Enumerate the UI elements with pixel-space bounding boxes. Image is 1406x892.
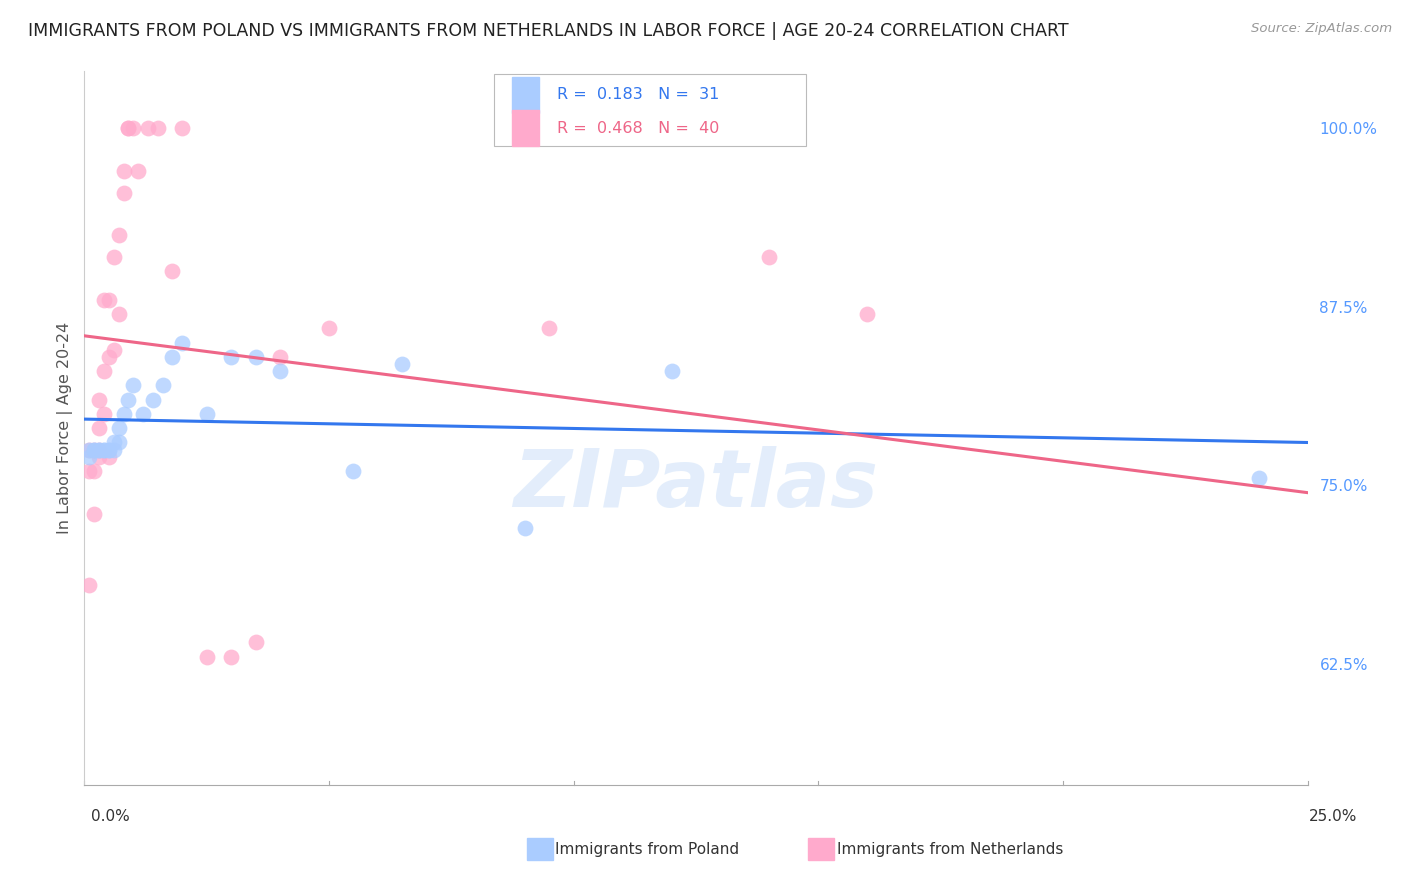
Bar: [513, 111, 540, 146]
Point: [1247, 471, 1270, 485]
Point: [97, 350, 120, 364]
Y-axis label: In Labor Force | Age 20-24: In Labor Force | Age 20-24: [58, 322, 73, 534]
Point: [162, 350, 184, 364]
Point: [269, 364, 291, 378]
Point: [136, 121, 159, 136]
Point: [77, 464, 100, 478]
Point: [83, 442, 105, 457]
Point: [758, 250, 780, 264]
Point: [152, 378, 174, 392]
Point: [661, 364, 683, 378]
Point: [142, 392, 165, 407]
Point: [93, 364, 115, 378]
Text: R =  0.468   N =  40: R = 0.468 N = 40: [557, 120, 718, 136]
Bar: [513, 77, 540, 112]
Point: [219, 649, 242, 664]
Point: [122, 378, 145, 392]
Point: [107, 228, 129, 243]
Point: [146, 121, 169, 136]
Point: [132, 407, 155, 421]
Text: Immigrants from Poland: Immigrants from Poland: [555, 842, 740, 856]
Point: [538, 321, 561, 335]
Text: ZIPatlas: ZIPatlas: [513, 446, 879, 524]
Point: [162, 264, 184, 278]
Point: [195, 407, 218, 421]
Point: [93, 293, 115, 307]
Point: [93, 442, 115, 457]
Point: [112, 186, 135, 200]
Point: [83, 442, 105, 457]
Point: [245, 635, 267, 649]
Point: [112, 164, 135, 178]
Point: [77, 450, 100, 464]
Text: 25.0%: 25.0%: [1309, 809, 1357, 823]
Text: Source: ZipAtlas.com: Source: ZipAtlas.com: [1251, 22, 1392, 36]
Text: 0.0%: 0.0%: [91, 809, 131, 823]
Text: R =  0.183   N =  31: R = 0.183 N = 31: [557, 87, 718, 103]
Point: [219, 350, 242, 364]
Point: [122, 121, 145, 136]
Point: [107, 421, 129, 435]
Text: Immigrants from Netherlands: Immigrants from Netherlands: [837, 842, 1063, 856]
Point: [117, 121, 139, 136]
Point: [318, 321, 340, 335]
Point: [97, 442, 120, 457]
Point: [93, 407, 115, 421]
Point: [97, 450, 120, 464]
Point: [127, 164, 149, 178]
Point: [391, 357, 413, 371]
Point: [103, 435, 125, 450]
Point: [562, 121, 585, 136]
Point: [342, 464, 364, 478]
Point: [87, 450, 110, 464]
Point: [856, 307, 879, 321]
Point: [83, 442, 105, 457]
Point: [269, 350, 291, 364]
Point: [107, 435, 129, 450]
Point: [83, 464, 105, 478]
Point: [87, 442, 110, 457]
Point: [97, 293, 120, 307]
Point: [103, 250, 125, 264]
Point: [1028, 821, 1050, 835]
Point: [513, 521, 536, 535]
Point: [112, 407, 135, 421]
Point: [87, 442, 110, 457]
Point: [93, 442, 115, 457]
FancyBboxPatch shape: [494, 73, 806, 146]
Point: [245, 350, 267, 364]
Point: [195, 649, 218, 664]
Text: IMMIGRANTS FROM POLAND VS IMMIGRANTS FROM NETHERLANDS IN LABOR FORCE | AGE 20-24: IMMIGRANTS FROM POLAND VS IMMIGRANTS FRO…: [28, 22, 1069, 40]
Point: [97, 442, 120, 457]
Point: [77, 442, 100, 457]
Point: [103, 343, 125, 357]
Point: [103, 442, 125, 457]
Point: [83, 507, 105, 521]
Point: [77, 578, 100, 592]
Point: [107, 307, 129, 321]
Point: [87, 392, 110, 407]
Point: [117, 121, 139, 136]
Point: [172, 121, 194, 136]
Point: [77, 442, 100, 457]
Point: [87, 442, 110, 457]
Point: [87, 421, 110, 435]
Point: [172, 335, 194, 350]
Point: [117, 392, 139, 407]
